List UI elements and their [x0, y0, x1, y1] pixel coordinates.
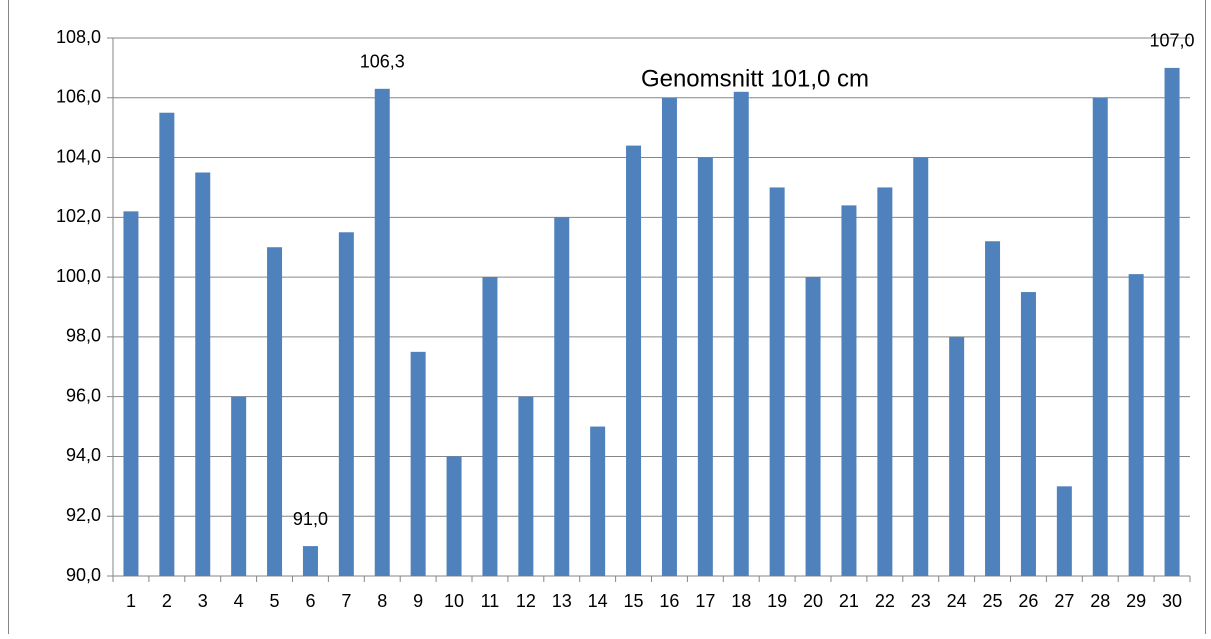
bar [374, 88, 390, 577]
bar [913, 157, 929, 577]
x-tick-label: 8 [377, 591, 387, 611]
annotation: Genomsnitt 101,0 cm [641, 65, 869, 92]
bar [877, 187, 893, 576]
bar [302, 546, 318, 576]
x-tick-label: 14 [588, 591, 608, 611]
bar [446, 456, 462, 576]
x-tick-label: 30 [1162, 591, 1182, 611]
y-tick-label: 102,0 [56, 206, 101, 226]
bar [1056, 486, 1072, 576]
data-label: 106,3 [360, 52, 405, 72]
y-tick-label: 90,0 [66, 565, 101, 585]
y-tick-label: 94,0 [66, 445, 101, 465]
bar [1164, 67, 1180, 576]
x-tick-label: 11 [481, 591, 500, 611]
y-tick-label: 92,0 [66, 505, 101, 525]
bar [805, 277, 821, 576]
bar [661, 97, 677, 577]
x-tick-label: 1 [126, 591, 136, 611]
y-tick-label: 96,0 [66, 385, 101, 405]
bar [1128, 274, 1144, 576]
bar [159, 112, 175, 576]
bar [626, 145, 642, 576]
bar [697, 157, 713, 577]
bar [1092, 97, 1108, 577]
bar [231, 396, 247, 576]
x-tick-label: 2 [162, 591, 172, 611]
bar [554, 217, 570, 577]
bar [267, 247, 283, 576]
x-tick-label: 27 [1054, 591, 1074, 611]
x-tick-label: 10 [444, 591, 464, 611]
bar [338, 232, 354, 576]
x-tick-label: 7 [341, 591, 351, 611]
bar [841, 205, 857, 576]
x-tick-label: 20 [803, 591, 823, 611]
x-tick-label: 15 [624, 591, 644, 611]
x-tick-label: 21 [839, 591, 859, 611]
x-tick-label: 6 [305, 591, 315, 611]
bar [518, 396, 534, 576]
bar [1020, 292, 1036, 576]
bar [482, 277, 498, 576]
x-tick-label: 24 [947, 591, 967, 611]
y-tick-label: 104,0 [56, 146, 101, 166]
x-tick-label: 4 [234, 591, 244, 611]
y-tick-label: 106,0 [56, 87, 101, 107]
x-tick-label: 9 [413, 591, 423, 611]
bar [123, 211, 139, 576]
x-tick-label: 29 [1126, 591, 1146, 611]
x-tick-label: 25 [983, 591, 1003, 611]
y-tick-label: 98,0 [66, 326, 101, 346]
data-label: 107,0 [1150, 31, 1195, 51]
x-tick-label: 12 [516, 591, 536, 611]
bar [985, 241, 1001, 576]
bar [410, 351, 426, 576]
x-tick-label: 22 [875, 591, 895, 611]
data-label: 91,0 [293, 509, 328, 529]
bar [733, 91, 749, 577]
bar [195, 172, 211, 576]
x-tick-label: 5 [270, 591, 280, 611]
y-tick-label: 100,0 [56, 266, 101, 286]
x-tick-label: 19 [767, 591, 787, 611]
x-tick-label: 13 [552, 591, 572, 611]
x-tick-label: 18 [731, 591, 751, 611]
bar [769, 187, 785, 576]
x-tick-label: 28 [1090, 591, 1110, 611]
y-tick-label: 108,0 [56, 27, 101, 47]
x-tick-label: 26 [1018, 591, 1038, 611]
x-tick-label: 23 [911, 591, 931, 611]
bar [949, 336, 965, 576]
bar [590, 426, 606, 576]
x-tick-label: 17 [695, 591, 715, 611]
x-tick-label: 16 [659, 591, 679, 611]
x-tick-label: 3 [198, 591, 208, 611]
